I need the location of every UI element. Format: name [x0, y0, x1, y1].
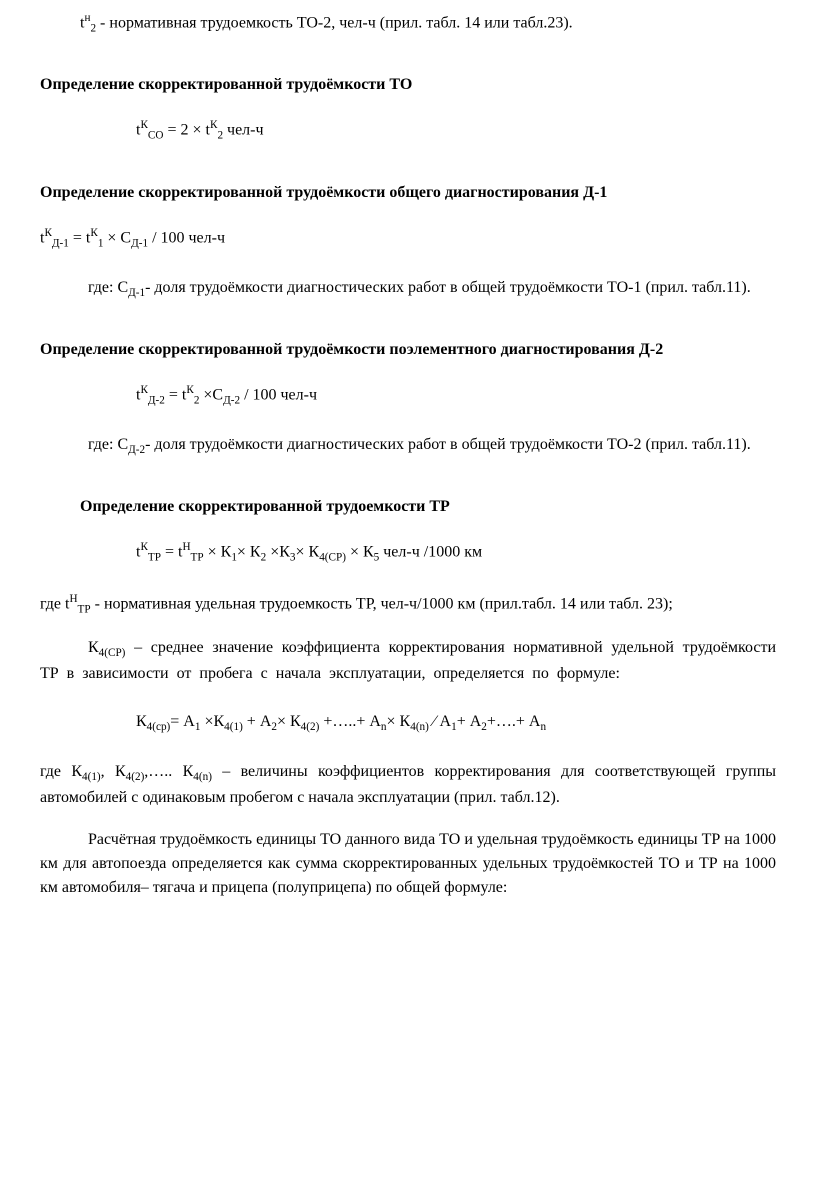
f2-sub3: Д-1	[131, 237, 148, 249]
f5-2: = А	[170, 713, 195, 730]
f4-sub1: ТР	[148, 552, 161, 564]
f5-3: ×К	[200, 713, 224, 730]
p5-1: где К	[40, 763, 82, 780]
p4a-sub: ТР	[78, 603, 91, 615]
p3a-sub: Д-2	[128, 444, 145, 456]
f5-7: × К	[387, 713, 411, 730]
p5-3sub: 4(n)	[193, 771, 212, 783]
f4-sup1: К	[140, 541, 147, 553]
f2-m1: = t	[69, 229, 90, 246]
f4-m1: = t	[161, 544, 182, 561]
f1-sup1: К	[140, 119, 147, 131]
f5-1: К	[136, 713, 147, 730]
f3-m2: ×С	[199, 386, 223, 403]
f3-sup2: К	[186, 384, 193, 396]
formula-tr: tКТР = tНТР × К1× К2 ×К3× К4(СР) × К5 че…	[136, 539, 776, 566]
p2a-post: - доля трудоёмкости диагностических рабо…	[145, 279, 751, 296]
f5-5: × К	[277, 713, 301, 730]
heading-tr: Определение скорректированной трудоемкос…	[40, 495, 776, 519]
f4-m5: × К	[296, 544, 320, 561]
f1-mid: = 2 × t	[163, 122, 210, 139]
f5-4: + А	[243, 713, 272, 730]
p3a-post: - доля трудоёмкости диагностических рабо…	[145, 436, 751, 453]
f2-end: / 100 чел-ч	[148, 229, 225, 246]
p4b-sub: 4(СР)	[99, 647, 126, 659]
p3a-pre: где: С	[88, 436, 128, 453]
f5-1sub: 4(ср)	[147, 721, 171, 733]
f1-sub1: СО	[148, 130, 164, 142]
p4b-1: К	[88, 639, 99, 656]
f2-sup2: К	[90, 227, 97, 239]
f3-sup1: К	[140, 384, 147, 396]
f2-m2: × С	[103, 229, 131, 246]
p2a-pre: где: С	[88, 279, 128, 296]
formula-k4cp: К4(ср)= А1 ×К4(1) + А2× К4(2) +…..+ Аn× …	[136, 710, 776, 736]
f5-3sub: 4(1)	[224, 721, 243, 733]
where-d2: где: СД-2- доля трудоёмкости диагностиче…	[40, 433, 776, 459]
f5-7sub: 4(n)	[410, 721, 429, 733]
heading-to: Определение скорректированной трудоёмкос…	[40, 73, 776, 97]
where-k4-line: где К4(1), К4(2),….. К4(n) – величины ко…	[40, 760, 776, 810]
f4-end: чел-ч /1000 км	[379, 544, 482, 561]
f2-sup1: К	[44, 227, 51, 239]
f4-m4: ×К	[266, 544, 290, 561]
f3-end: / 100 чел-ч	[240, 386, 317, 403]
formula-to: tКСО = 2 × tК2 чел-ч	[136, 117, 776, 144]
f5-8: ⁄ А	[429, 713, 451, 730]
final-para: Расчётная трудоёмкость единицы ТО данног…	[40, 828, 776, 900]
f4-sub2: ТР	[191, 552, 204, 564]
f4-k4: 4(СР)	[319, 552, 346, 564]
p4a-2: - нормативная удельная трудоемкость ТР, …	[91, 595, 673, 612]
p4a-sup: Н	[69, 593, 77, 605]
p5-2sub: 4(2)	[126, 771, 145, 783]
p4b-2: – среднее значение коэффициента корректи…	[40, 639, 776, 682]
formula-d1: tКД-1 = tК1 × СД-1 / 100 чел-ч	[40, 225, 776, 252]
f2-sub1: Д-1	[52, 237, 69, 249]
f5-9: + А	[457, 713, 482, 730]
f4-m6: × К	[346, 544, 374, 561]
p5-3: ,….. К	[144, 763, 193, 780]
where-tr-line1: где tНТР - нормативная удельная трудоемк…	[40, 591, 776, 618]
f5-10: +….+ А	[487, 713, 541, 730]
f3-sub3: Д-2	[223, 394, 240, 406]
p5-2: , К	[101, 763, 126, 780]
p5-1sub: 4(1)	[82, 771, 101, 783]
intro-line: tн2 - нормативная трудоемкость ТО-2, чел…	[40, 10, 776, 37]
f1-end: чел-ч	[223, 122, 264, 139]
where-d1: где: СД-1- доля трудоёмкости диагностиче…	[40, 276, 776, 302]
f5-5sub: 4(2)	[301, 721, 320, 733]
formula-d2: tКД-2 = tК2 ×СД-2 / 100 чел-ч	[136, 382, 776, 409]
heading-d1: Определение скорректированной трудоёмкос…	[40, 181, 776, 205]
intro-text: - нормативная трудоемкость ТО-2, чел-ч (…	[96, 14, 573, 31]
f4-m2: × К	[204, 544, 232, 561]
f5-10sub: n	[540, 721, 546, 733]
p4a-1: где t	[40, 595, 69, 612]
where-tr-line2: К4(СР) – среднее значение коэффициента к…	[40, 636, 776, 686]
f3-m1: = t	[165, 386, 186, 403]
f5-6: +…..+ А	[319, 713, 381, 730]
p2a-sub: Д-1	[128, 287, 145, 299]
f3-sub1: Д-2	[148, 394, 165, 406]
f4-m3: × К	[237, 544, 261, 561]
f4-sup2: Н	[182, 541, 190, 553]
heading-d2: Определение скорректированной трудоёмкос…	[40, 338, 776, 362]
